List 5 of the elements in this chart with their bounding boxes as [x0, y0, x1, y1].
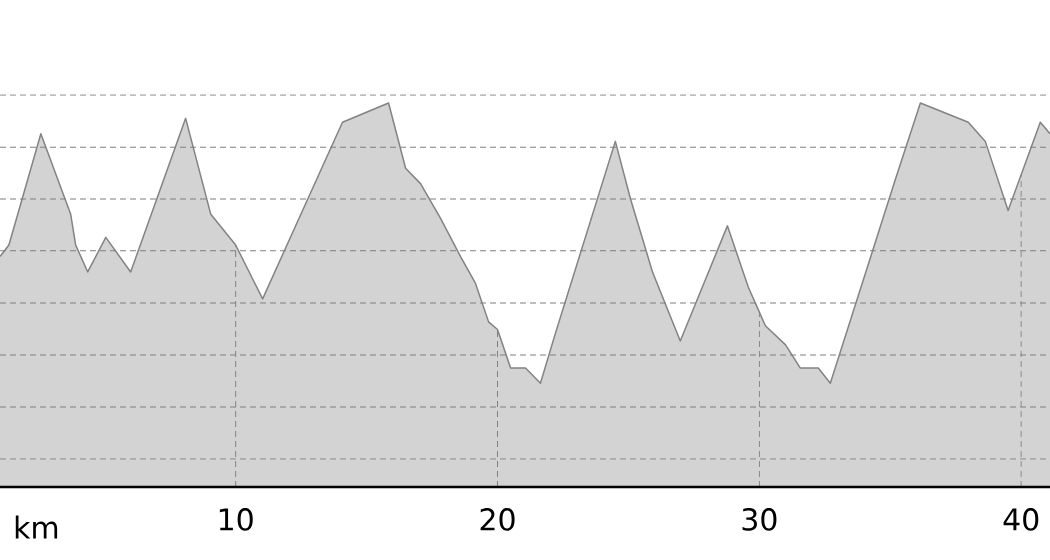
x-tick-label: 40 [1003, 508, 1039, 531]
x-tick-label: 20 [480, 508, 515, 531]
x-axis-title: km [15, 515, 58, 539]
x-tick-label: 30 [742, 508, 777, 531]
x-tick-label: 10 [219, 508, 253, 531]
